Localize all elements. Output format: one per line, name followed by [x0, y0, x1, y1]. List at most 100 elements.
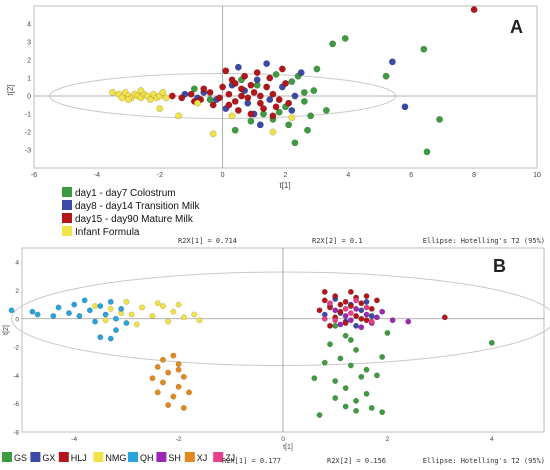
data-point-gs — [379, 409, 386, 416]
y-tick-label: -4 — [13, 373, 19, 380]
top-r2x1-stat: R2X[1] = 0.714 — [178, 237, 237, 245]
data-point-infant-formula — [269, 128, 277, 136]
data-point-day1-day7-colostrum — [247, 117, 255, 125]
data-point-qh — [55, 304, 62, 311]
legend-label: day1 - day7 Colostrum — [75, 188, 176, 199]
x-tick-label: -2 — [157, 172, 163, 179]
legend-swatch — [62, 187, 72, 197]
y-tick-label: 0 — [15, 316, 19, 323]
data-point-xj — [170, 393, 177, 400]
data-point-hlj — [358, 315, 365, 322]
data-point-day15-day90-mature-milk — [282, 80, 289, 87]
data-point-sh — [405, 318, 412, 325]
data-point-xj — [154, 363, 161, 370]
legend-label: day8 - day14 Transition Milk — [75, 201, 201, 212]
data-point-xj — [175, 361, 182, 367]
data-point-day15-day90-mature-milk — [231, 98, 239, 105]
data-point-infant-formula — [109, 89, 116, 96]
data-point-day15-day90-mature-milk — [285, 99, 293, 107]
data-point-gs — [342, 332, 349, 339]
data-point-day15-day90-mature-milk — [250, 89, 258, 96]
y-tick-label: -2 — [13, 345, 19, 352]
data-point-sh — [389, 317, 396, 324]
data-point-infant-formula — [137, 87, 145, 95]
data-point-infant-formula — [159, 89, 167, 96]
x-tick-label: 0 — [281, 436, 285, 443]
data-point-infant-formula — [228, 112, 236, 120]
data-point-nmg — [128, 311, 135, 318]
data-point-hlj — [374, 297, 380, 304]
data-point-qh — [29, 308, 36, 315]
data-point-day1-day7-colostrum — [307, 112, 315, 120]
data-point-hlj — [332, 293, 339, 300]
data-point-hlj — [441, 314, 448, 321]
data-point-zj — [332, 317, 339, 324]
data-point-hlj — [327, 322, 333, 329]
data-point-qh — [107, 298, 114, 305]
data-point-day15-day90-mature-milk — [209, 101, 217, 109]
data-point-day1-day7-colostrum — [231, 126, 239, 134]
data-point-gs — [321, 359, 328, 366]
data-point-sh — [353, 305, 359, 312]
data-point-gs — [353, 347, 359, 353]
data-point-sh — [358, 324, 365, 331]
data-point-day15-day90-mature-milk — [263, 83, 271, 91]
data-point-day15-day90-mature-milk — [222, 67, 230, 75]
y-tick-label: 2 — [15, 288, 19, 295]
legend-label: XJ — [197, 453, 208, 463]
data-point-xj — [165, 369, 172, 376]
data-point-nmg — [123, 298, 130, 305]
legend-swatch — [128, 452, 138, 462]
bottom-ellipse-note: Ellipse: Hotelling's T2 (95%) — [423, 457, 545, 465]
y-tick-label: 1 — [27, 76, 31, 83]
x-tick-label: -4 — [94, 172, 100, 179]
x-tick-label: 8 — [472, 172, 476, 179]
data-point-nmg — [107, 305, 114, 312]
bottom-r2x1-stat: R2X[1] = 0.177 — [222, 457, 281, 465]
data-point-nmg — [170, 308, 177, 315]
legend-label: GS — [14, 453, 27, 463]
data-point-day15-day90-mature-milk — [247, 110, 255, 118]
data-point-xj — [180, 405, 187, 411]
data-point-zj — [363, 304, 370, 311]
legend-swatch — [30, 452, 41, 462]
panel-b-label: B — [493, 256, 506, 276]
data-point-day15-day90-mature-milk — [253, 69, 261, 77]
panel-b-scatter-plot: -4 -2 0 2 4 -8 -6 -4 -2 0 2 4 B t[1] t[2] — [3, 247, 550, 451]
x-tick-label: 4 — [346, 172, 350, 179]
y-tick-label: 4 — [15, 260, 19, 267]
data-point-nmg — [149, 313, 156, 319]
data-point-day8-day14-transition-milk — [253, 76, 261, 84]
panel-b-x-axis-label: t[1] — [283, 444, 293, 451]
y-tick-label: 4 — [27, 22, 31, 29]
data-point-gs — [358, 373, 365, 380]
top-ellipse-note: Ellipse: Hotelling's T2 (95%) — [423, 237, 545, 245]
data-point-nmg — [196, 317, 203, 324]
data-point-gs — [332, 322, 339, 329]
data-point-day15-day90-mature-milk — [238, 92, 245, 100]
data-point-gs — [332, 395, 339, 401]
x-tick-label: 0 — [221, 172, 225, 179]
data-point-sh — [379, 308, 386, 315]
data-point-day8-day14-transition-milk — [291, 92, 299, 100]
data-point-hlj — [368, 305, 375, 312]
data-point-qh — [8, 307, 15, 314]
data-point-day8-day14-transition-milk — [288, 107, 296, 114]
x-tick-label: -2 — [176, 436, 182, 443]
data-point-xj — [186, 389, 192, 396]
data-point-gs — [488, 339, 495, 346]
data-point-day15-day90-mature-milk — [206, 89, 214, 96]
data-point-day8-day14-transition-milk — [401, 103, 409, 111]
data-point-qh — [107, 335, 114, 342]
data-point-hlj — [358, 300, 365, 307]
data-point-infant-formula — [194, 99, 201, 107]
data-point-nmg — [175, 301, 182, 308]
data-point-gx — [363, 298, 370, 305]
data-point-day1-day7-colostrum — [285, 121, 293, 129]
y-tick-label: -8 — [13, 430, 19, 437]
data-point-qh — [50, 313, 57, 319]
data-point-nmg — [191, 311, 198, 318]
data-point-gs — [368, 405, 375, 411]
data-point-qh — [71, 301, 78, 308]
data-point-day1-day7-colostrum — [423, 148, 431, 156]
